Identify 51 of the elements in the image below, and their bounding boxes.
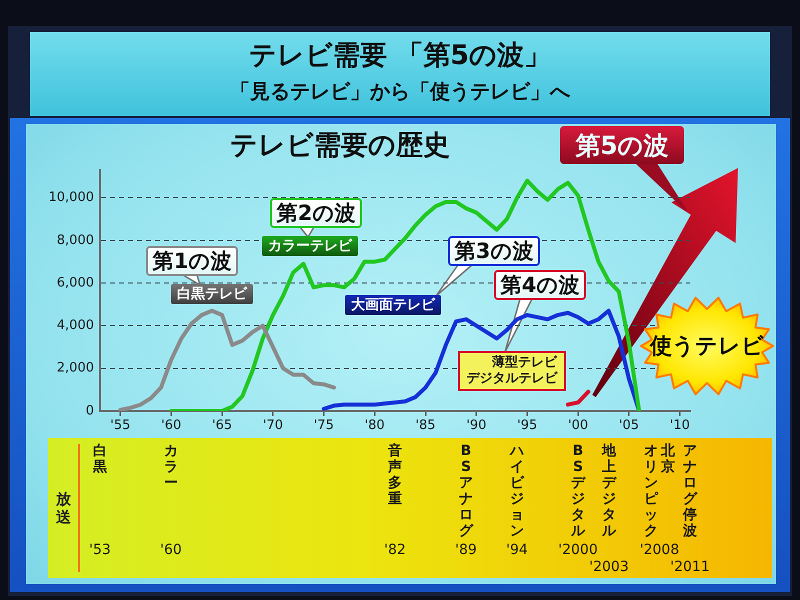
text: '2011 — [670, 559, 710, 576]
text: '2008 — [640, 542, 680, 559]
annotation: 使うテレビ — [650, 333, 764, 361]
annotation: 第4の波 — [494, 270, 586, 300]
x-tick-label: '80 — [364, 418, 385, 434]
text: 白黒 — [93, 443, 107, 475]
text: テレビ需要の歴史 — [230, 130, 450, 161]
x-tick-label: '00 — [568, 418, 588, 434]
y-tick-label: 2,000 — [56, 360, 94, 376]
x-tick-label: '75 — [314, 418, 334, 434]
annotation: 第3の波 — [448, 236, 540, 266]
series-label: カラーテレビ — [262, 236, 358, 256]
text: '2003 — [589, 559, 629, 576]
y-tick-label: 4,000 — [56, 318, 94, 334]
text: '89 — [455, 542, 477, 559]
series-label: 大画面テレビ — [345, 295, 441, 315]
x-tick-label: '05 — [618, 418, 640, 434]
chart-title: テレビ需要 「第5の波」 — [248, 40, 552, 71]
text: '82 — [384, 542, 406, 559]
x-tick-label: '60 — [161, 418, 182, 434]
annotation: 第2の波 — [270, 198, 362, 228]
text: 第5の波 — [560, 126, 684, 164]
annotation: 第1の波 — [146, 246, 238, 276]
y-tick-label: 6,000 — [56, 275, 94, 290]
text: オリンピック — [644, 443, 658, 539]
text: カラー — [164, 443, 178, 491]
text: 地上デジタル — [602, 443, 616, 539]
x-tick-label: '55 — [110, 418, 130, 434]
x-tick-label: '85 — [415, 418, 436, 434]
text: BSデジタル — [571, 443, 585, 539]
series-label: 薄型テレビデジタルテレビ — [458, 351, 566, 391]
x-tick-label: '70 — [262, 418, 283, 434]
y-tick-label: 8,000 — [56, 232, 94, 248]
text: '94 — [506, 542, 528, 559]
text: アナログ停波 — [683, 443, 697, 539]
text: 音声多重 — [388, 443, 402, 507]
text: BSアナログ — [459, 443, 473, 539]
x-tick-label: '90 — [466, 418, 486, 434]
x-tick-label: '65 — [212, 418, 232, 434]
text: 放送 — [56, 490, 71, 526]
x-tick-label: '95 — [517, 418, 538, 434]
chart-subtitle: 「見るテレビ」から「使うテレビ」へ — [230, 79, 570, 103]
text: 北京 — [661, 443, 675, 475]
y-tick-label: 0 — [86, 403, 94, 418]
text: ハイビジョン — [510, 443, 524, 539]
text: '53 — [89, 542, 111, 559]
series-label: 白黒テレビ — [171, 284, 253, 304]
text: '60 — [160, 542, 182, 559]
y-tick-label: 10,000 — [48, 190, 94, 206]
x-tick-label: '10 — [670, 418, 690, 434]
text: '2000 — [558, 542, 598, 559]
